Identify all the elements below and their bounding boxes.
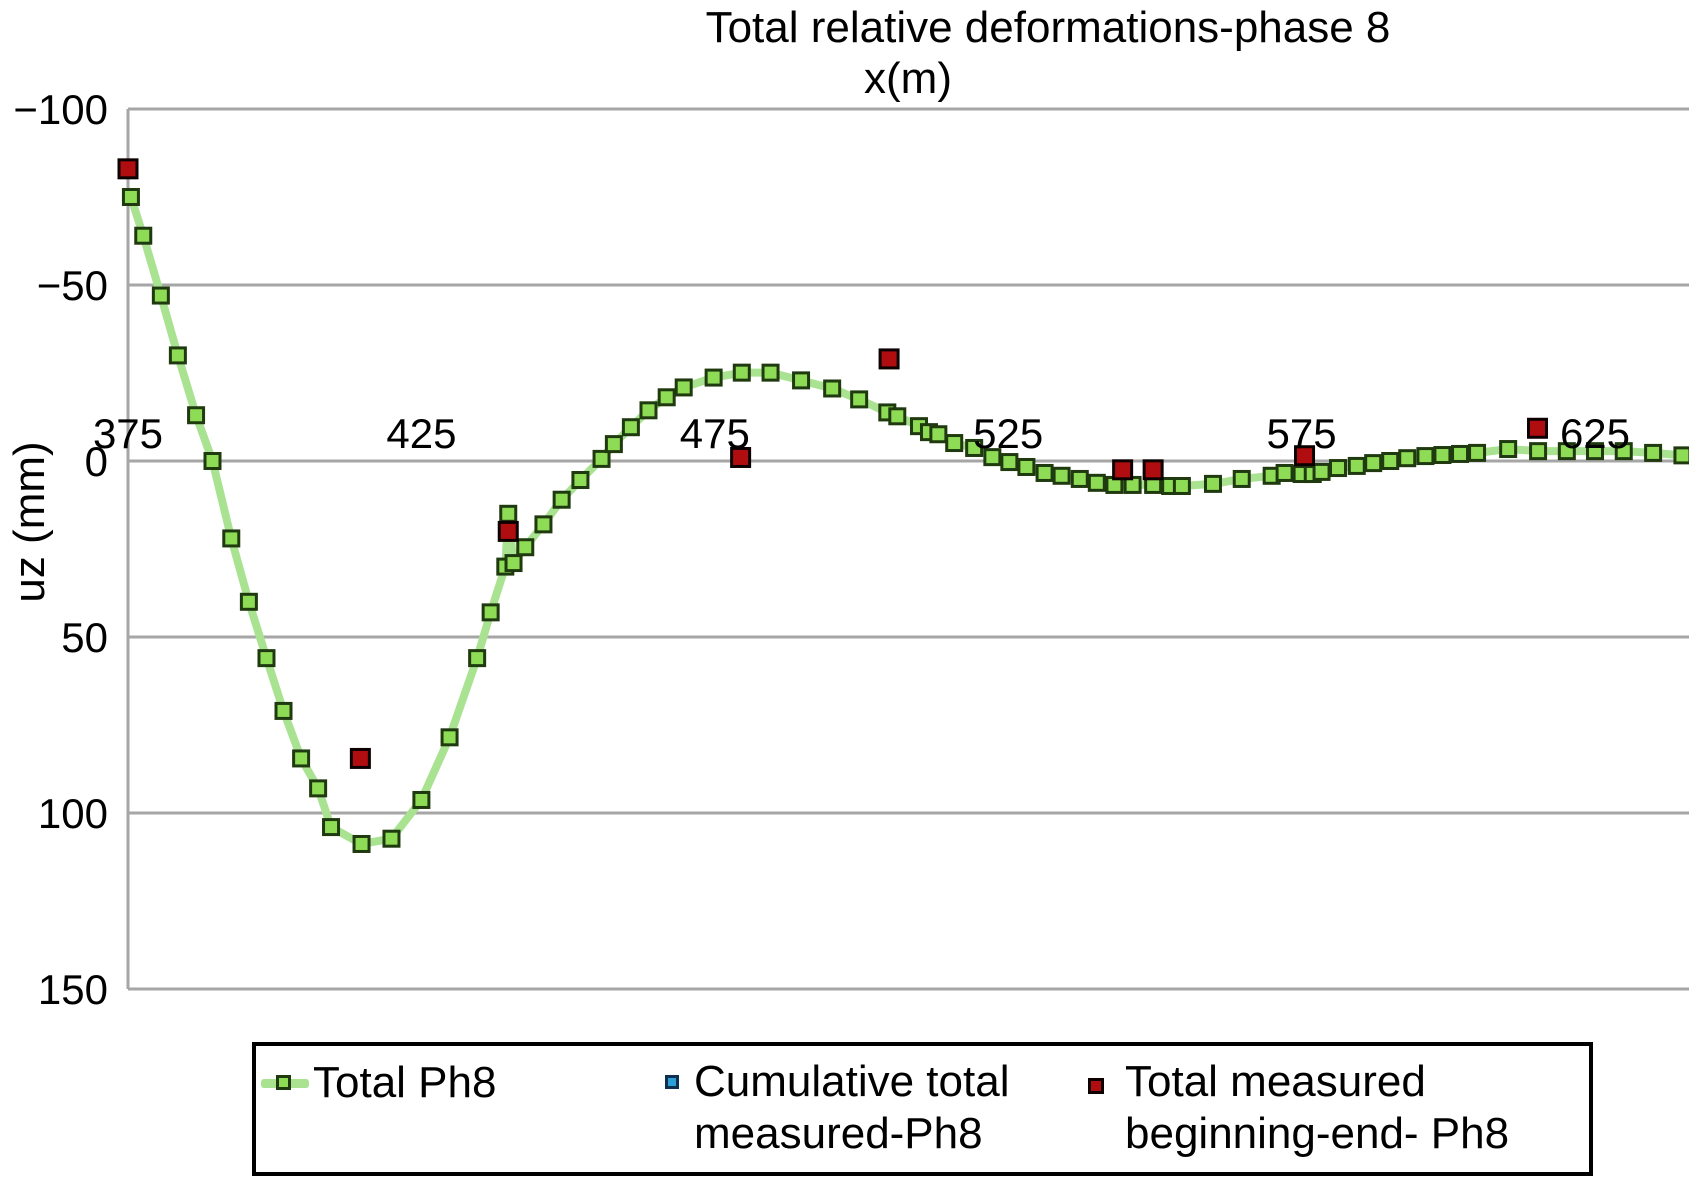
svg-text:375: 375 [93, 410, 163, 457]
x-axis-label: x(m) [864, 54, 952, 103]
legend-label-total-ph8: Total Ph8 [313, 1058, 497, 1107]
chart-title: Total relative deformations-phase 8 [705, 3, 1391, 52]
svg-text:100: 100 [38, 790, 108, 837]
y-tick-labels: −100 −50 0 50 100 150 [13, 86, 108, 1013]
legend-marker-cumulative-measured [665, 1075, 679, 1089]
legend [252, 1042, 1593, 1176]
svg-text:475: 475 [680, 410, 750, 457]
svg-text:150: 150 [38, 966, 108, 1013]
legend-label-total-measured: Total measured beginning-end- Ph8 [1125, 1057, 1510, 1158]
svg-text:425: 425 [386, 410, 456, 457]
svg-text:50: 50 [61, 614, 108, 661]
legend-marker-total-measured [1088, 1078, 1104, 1094]
legend-label-cumulative-measured: Cumulative total measured-Ph8 [694, 1057, 1010, 1158]
series-line-0 [126, 193, 1687, 848]
svg-text:575: 575 [1267, 410, 1337, 457]
svg-text:−50: −50 [37, 262, 108, 309]
svg-text:−100: −100 [13, 86, 108, 133]
gridlines [128, 107, 1689, 991]
svg-text:525: 525 [973, 410, 1043, 457]
series-markers-2 [117, 158, 1548, 769]
svg-text:0: 0 [85, 438, 108, 485]
series-markers-0 [121, 188, 1689, 853]
legend-marker-total-ph8 [276, 1075, 291, 1090]
svg-text:625: 625 [1560, 410, 1630, 457]
x-tick-labels: 375 425 475 525 575 625 [93, 410, 1630, 457]
